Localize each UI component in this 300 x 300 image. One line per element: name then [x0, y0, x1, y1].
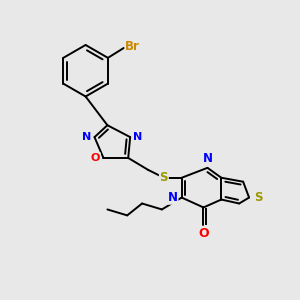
Text: N: N — [82, 132, 91, 142]
Text: Br: Br — [125, 40, 140, 53]
Text: O: O — [91, 153, 100, 163]
Text: S: S — [254, 191, 262, 204]
Text: N: N — [202, 152, 212, 165]
Text: S: S — [160, 171, 168, 184]
Text: O: O — [198, 227, 209, 240]
Text: N: N — [168, 191, 178, 204]
Text: N: N — [134, 132, 143, 142]
